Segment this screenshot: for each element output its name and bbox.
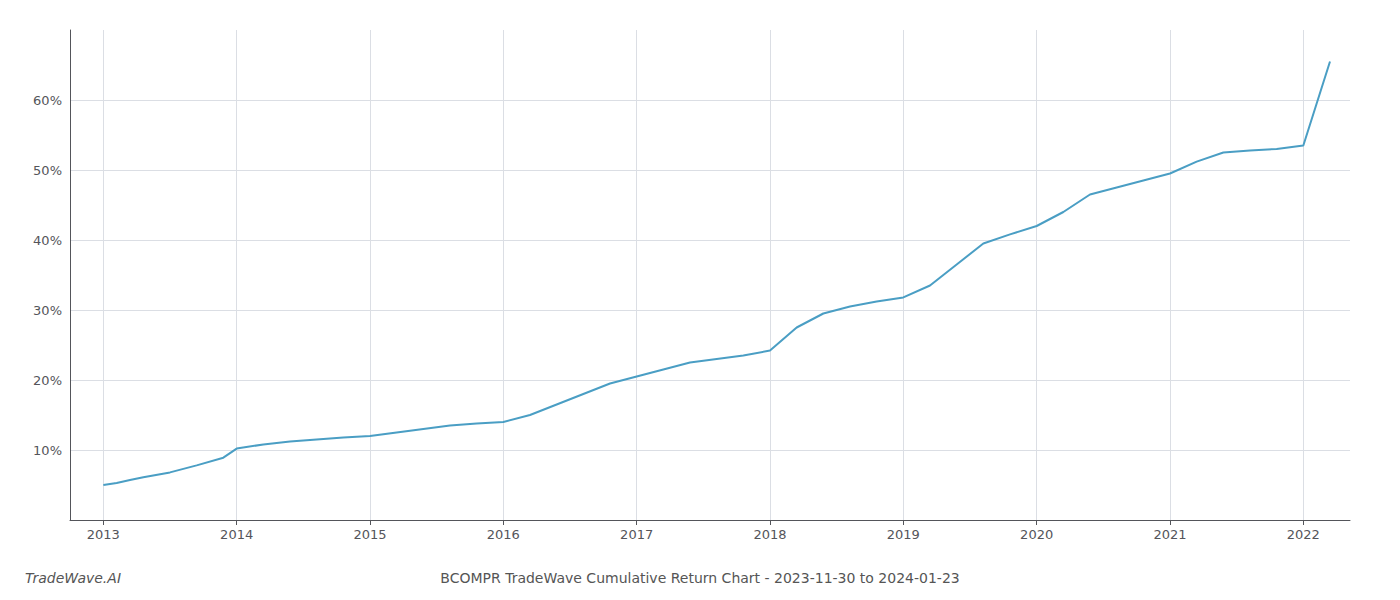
svg-text:2014: 2014 — [220, 527, 253, 542]
svg-text:2017: 2017 — [620, 527, 653, 542]
svg-text:BCOMPR TradeWave Cumulative Re: BCOMPR TradeWave Cumulative Return Chart… — [440, 570, 959, 586]
svg-text:10%: 10% — [33, 443, 62, 458]
svg-text:2018: 2018 — [753, 527, 786, 542]
svg-text:2016: 2016 — [487, 527, 520, 542]
svg-text:30%: 30% — [33, 303, 62, 318]
svg-text:40%: 40% — [33, 233, 62, 248]
svg-text:50%: 50% — [33, 163, 62, 178]
svg-text:2019: 2019 — [887, 527, 920, 542]
svg-text:2022: 2022 — [1287, 527, 1320, 542]
svg-text:TradeWave.AI: TradeWave.AI — [25, 570, 121, 586]
svg-text:60%: 60% — [33, 93, 62, 108]
svg-text:2020: 2020 — [1020, 527, 1053, 542]
svg-text:2013: 2013 — [87, 527, 120, 542]
svg-text:2021: 2021 — [1153, 527, 1186, 542]
svg-text:20%: 20% — [33, 373, 62, 388]
svg-text:2015: 2015 — [353, 527, 386, 542]
